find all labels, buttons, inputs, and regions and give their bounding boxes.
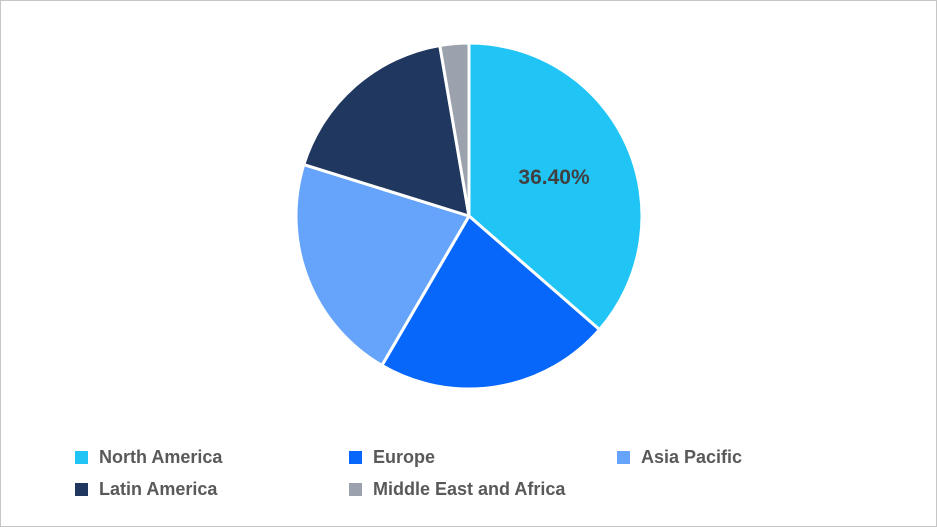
legend-label-latin-america: Latin America — [99, 479, 218, 499]
pie-slice-europe — [380, 214, 601, 391]
legend-swatch-europe — [349, 450, 362, 464]
data-label-north-america: 36.40% — [518, 166, 590, 189]
legend-label-middle-east-and-africa: Middle East and Africa — [373, 479, 566, 499]
legend-label-asia-pacific: Asia Pacific — [641, 447, 743, 467]
pie-slice-middle-east-and-africa — [438, 41, 471, 218]
pie-slice-latin-america — [302, 43, 471, 218]
legend-label-north-america: North America — [99, 447, 223, 467]
legend-item-asia-pacific: Asia Pacific — [617, 448, 742, 466]
legend-swatch-north-america — [75, 450, 88, 464]
legend-item-latin-america: Latin America — [75, 480, 349, 498]
pie-slice-asia-pacific — [294, 163, 471, 367]
legend-item-north-america: North America — [75, 448, 349, 466]
legend: North America Europe Asia Pacific Latin … — [75, 441, 742, 505]
legend-swatch-asia-pacific — [617, 450, 630, 464]
legend-swatch-middle-east-and-africa — [349, 482, 362, 496]
pie-slice-north-america — [467, 41, 644, 332]
legend-item-middle-east-and-africa: Middle East and Africa — [349, 480, 617, 498]
legend-swatch-latin-america — [75, 482, 88, 496]
legend-item-europe: Europe — [349, 448, 617, 466]
legend-label-europe: Europe — [373, 447, 436, 467]
